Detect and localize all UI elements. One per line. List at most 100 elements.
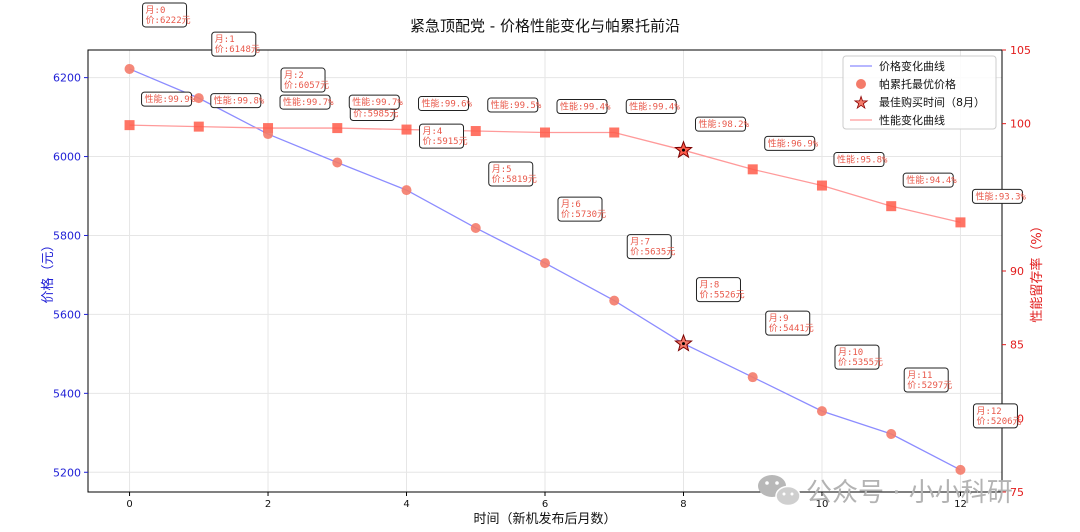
- chart-title: 紧急顶配党 - 价格性能变化与帕累托前沿: [410, 17, 680, 35]
- y-left-tick-label: 5400: [53, 387, 81, 400]
- data-labels: 月:0价:6222元月:1价:6148元月:2价:6057元月:3价:5985元…: [141, 2, 1027, 429]
- series: [124, 63, 966, 475]
- price-label-box: [903, 367, 949, 393]
- perf-label-value: 性能:93.3%: [975, 190, 1026, 202]
- legend-entry-price-line: 价格变化曲线: [879, 59, 945, 73]
- performance-marker: [747, 164, 758, 175]
- price-label-box: [626, 234, 672, 260]
- price-label-value: 价:5635元: [630, 247, 675, 258]
- price-label-month: 月:9: [769, 313, 789, 324]
- y-right-tick-label: 75: [1010, 486, 1024, 499]
- performance-marker: [955, 217, 966, 228]
- price-best-dot: [681, 342, 685, 346]
- perf-label-box: [279, 94, 331, 110]
- x-tick-label: 2: [265, 499, 271, 510]
- price-marker: [747, 372, 758, 383]
- performance-marker: [401, 124, 412, 135]
- performance-marker: [470, 126, 481, 137]
- x-tick-label: 6: [542, 499, 548, 510]
- perf-label-box: [764, 135, 816, 151]
- price-marker: [401, 185, 412, 196]
- price-label-value: 价:5915元: [423, 136, 468, 147]
- perf-label-value: 性能:99.6%: [422, 98, 473, 110]
- price-label-month: 月:2: [284, 70, 304, 81]
- price-marker: [193, 93, 204, 104]
- price-label-month: 月:12: [976, 406, 1001, 417]
- performance-marker: [124, 120, 135, 131]
- price-label-value: 价:6057元: [284, 80, 329, 91]
- price-label-value: 价:5730元: [561, 209, 606, 220]
- price-label-box: [142, 2, 188, 28]
- legend-entry-pareto: 帕累托最优价格: [879, 77, 956, 91]
- y-axis-left-label: 价格（元）: [40, 238, 56, 303]
- perf-label-value: 性能:99.5%: [491, 99, 542, 111]
- price-marker: [955, 464, 966, 475]
- x-axis-label: 时间（新机发布后月数）: [473, 511, 616, 527]
- price-marker: [124, 63, 135, 74]
- perf-label-value: 性能:99.4%: [629, 101, 680, 113]
- perf-label-value: 性能:99.7%: [352, 96, 403, 108]
- performance-marker: [263, 123, 274, 134]
- price-label-value: 价:5441元: [769, 323, 814, 334]
- performance-best-dot: [681, 148, 685, 152]
- price-label-box: [211, 31, 257, 57]
- legend-entry-best-time: 最佳购买时间（8月）: [879, 95, 985, 109]
- price-label-month: 月:10: [838, 347, 863, 358]
- price-label-month: 月:8: [699, 280, 719, 291]
- price-marker: [332, 157, 343, 168]
- price-marker: [886, 428, 897, 439]
- perf-label-value: 性能:96.9%: [768, 137, 819, 149]
- price-label-box: [695, 277, 741, 303]
- price-label-box: [834, 344, 880, 370]
- price-marker: [609, 295, 620, 306]
- wechat-icon: [758, 475, 801, 507]
- perf-label-value: 性能:95.8%: [837, 154, 888, 166]
- price-label-box: [488, 161, 534, 187]
- performance-marker: [886, 201, 897, 212]
- perf-label-value: 性能:99.8%: [214, 95, 265, 107]
- perf-label-value: 性能:99.7%: [283, 96, 334, 108]
- price-label-month: 月:4: [423, 126, 443, 137]
- perf-label-box: [971, 188, 1023, 204]
- perf-label-box: [625, 99, 677, 115]
- price-label-box: [765, 310, 811, 336]
- price-label-value: 价:5297元: [907, 380, 952, 391]
- perf-label-value: 性能:98.2%: [698, 118, 749, 130]
- x-tick-label: 8: [680, 499, 686, 510]
- y-left-tick-label: 5600: [53, 308, 81, 321]
- y-right-tick-label: 100: [1010, 118, 1031, 131]
- y-right-tick-label: 85: [1010, 339, 1024, 352]
- perf-label-value: 性能:94.4%: [906, 174, 957, 186]
- price-label-value: 价:5526元: [699, 290, 744, 301]
- perf-label-box: [418, 96, 470, 112]
- price-label-box: [280, 67, 326, 93]
- watermark: 公众号 · 小小科研: [758, 475, 1013, 508]
- legend-entry-perf-line: 性能变化曲线: [879, 113, 945, 127]
- y-left-tick-label: 5800: [53, 229, 81, 242]
- price-label-value: 价:5985元: [353, 108, 398, 119]
- x-tick-label: 12: [954, 499, 967, 510]
- price-label-box: [972, 403, 1018, 429]
- x-tick-label: 10: [816, 499, 829, 510]
- price-label-month: 月:11: [907, 370, 932, 381]
- legend: 价格变化曲线 帕累托最优价格 ★ 最佳购买时间（8月） 性能变化曲线: [842, 55, 997, 130]
- price-label-value: 价:6222元: [146, 15, 191, 26]
- x-tick-label: 0: [126, 499, 132, 510]
- y-axis-right-label: 性能留存率（%）: [1029, 219, 1045, 322]
- price-label-value: 价:6148元: [215, 44, 260, 55]
- y-left-tick-label: 5200: [53, 466, 81, 479]
- perf-label-box: [348, 94, 400, 110]
- perf-label-box: [902, 172, 954, 188]
- performance-marker: [816, 180, 827, 191]
- price-label-box: [419, 123, 465, 149]
- legend-box: [842, 55, 997, 130]
- performance-marker: [540, 127, 550, 138]
- x-tick-label: 4: [403, 499, 409, 510]
- price-label-month: 月:0: [146, 5, 166, 16]
- price-label-month: 月:5: [492, 164, 512, 175]
- price-marker: [263, 129, 274, 140]
- grid: [88, 50, 1002, 492]
- watermark-text: 公众号 · 小小科研: [806, 478, 1013, 508]
- price-label-value: 价:5819元: [492, 174, 537, 185]
